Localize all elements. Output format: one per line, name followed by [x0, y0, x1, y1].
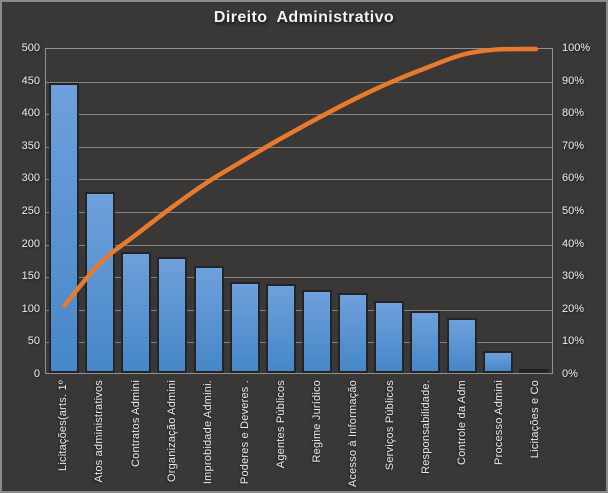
bar-slot: [480, 49, 516, 373]
x-axis-label-text: Agentes Públicos: [274, 380, 287, 469]
left-axis-tick: 200: [21, 237, 40, 250]
bar-slot: [516, 49, 552, 373]
x-axis-label-text: Contratos Admini: [129, 380, 142, 467]
right-axis-tick: 100%: [562, 42, 591, 54]
gridline: [46, 342, 552, 344]
left-axis-tick: 350: [21, 139, 40, 152]
x-axis-label-text: Licitações e Co: [528, 380, 541, 459]
x-axis-label: Licitações(arts. 1º: [45, 380, 81, 491]
right-axis-tick: 50%: [562, 205, 585, 217]
bar-slot: [371, 49, 407, 373]
x-axis-label: Processo Admini: [480, 380, 516, 491]
right-axis-tick: 0%: [562, 368, 578, 380]
bar-slot: [82, 49, 118, 373]
bar-slot: [46, 49, 82, 373]
bar: [157, 256, 188, 373]
x-axis-label-text: Poderes e Deveres .: [238, 380, 251, 485]
bar: [446, 318, 477, 373]
bar: [193, 266, 224, 373]
bar: [265, 284, 296, 373]
bar-slot: [444, 49, 480, 373]
bar-slot: [299, 49, 335, 373]
left-axis-tick: 0: [33, 368, 40, 380]
right-axis-tick: 30%: [562, 270, 585, 283]
bar: [121, 252, 152, 373]
x-axis-label-text: Responsabilidade.: [419, 380, 432, 474]
left-axis-tick: 450: [21, 74, 40, 87]
bar: [410, 311, 441, 373]
chart-title: Direito Administrativo: [213, 9, 395, 26]
right-axis-tick: 40%: [562, 237, 585, 250]
right-axis-tick: 90%: [562, 74, 585, 87]
right-axis-tick: 70%: [562, 139, 585, 152]
gridline: [46, 309, 552, 311]
bar-slot: [227, 49, 263, 373]
x-axis-label-text: Serviços Públicos: [383, 380, 396, 471]
bar-slot: [407, 49, 443, 373]
left-axis-tick: 400: [21, 107, 40, 120]
plot-area: [45, 46, 553, 374]
x-axis-label: Atos administrativos: [81, 380, 117, 491]
bar: [374, 301, 405, 373]
bar-slot: [191, 49, 227, 373]
x-axis-label: Responsabilidade.: [408, 380, 444, 491]
x-axis-label: Licitações e Co: [517, 380, 553, 491]
bar-slot: [118, 49, 154, 373]
x-axis-label: Contratos Admini: [118, 380, 154, 491]
bar: [518, 369, 549, 373]
x-axis-label-text: Controle da Adm: [456, 380, 469, 465]
bar-series: [46, 49, 552, 373]
right-axis-tick: 60%: [562, 172, 585, 185]
left-axis-tick: 300: [21, 172, 40, 185]
bar: [302, 289, 333, 373]
x-axis-label: Controle da Adm: [444, 380, 480, 491]
right-axis-tick: 10%: [562, 335, 585, 348]
x-axis-label-text: Improbidade Admini.: [202, 380, 215, 485]
x-axis-label: Improbidade Admini.: [190, 380, 226, 491]
left-axis-tick: 500: [21, 42, 40, 54]
bar-slot: [154, 49, 190, 373]
x-axis-label-text: Processo Admini: [492, 380, 505, 465]
right-axis-tick: 20%: [562, 302, 585, 315]
left-axis-tick: 150: [21, 270, 40, 283]
bar: [338, 293, 369, 373]
bar: [49, 82, 80, 373]
bar: [229, 281, 260, 373]
x-axis-label-text: Acesso à Informação: [347, 380, 360, 488]
x-axis-labels: Licitações(arts. 1º Atos administrativos C…: [45, 380, 553, 491]
bar-slot: [335, 49, 371, 373]
left-axis-tick: 50: [27, 335, 40, 348]
x-axis-label-text: Atos administrativos: [93, 380, 106, 483]
bar-slot: [263, 49, 299, 373]
x-axis-label-text: Regime Jurídico: [311, 380, 324, 463]
x-axis-label: Regime Jurídico: [299, 380, 335, 491]
left-axis-tick: 250: [21, 205, 40, 217]
x-axis-label: Serviços Públicos: [372, 380, 408, 491]
bar: [482, 351, 513, 373]
x-axis-label-text: Organização Admini: [165, 380, 178, 483]
bar: [85, 191, 116, 373]
x-axis-label: Agentes Públicos: [263, 380, 299, 491]
x-axis-label: Acesso à Informação: [335, 380, 371, 491]
x-axis-label-text: Licitações(arts. 1º: [57, 380, 70, 471]
x-axis-label: Poderes e Deveres .: [226, 380, 262, 491]
x-axis-label: Organização Admini: [154, 380, 190, 491]
right-axis-tick: 80%: [562, 107, 585, 120]
left-axis-tick: 100: [21, 302, 40, 315]
